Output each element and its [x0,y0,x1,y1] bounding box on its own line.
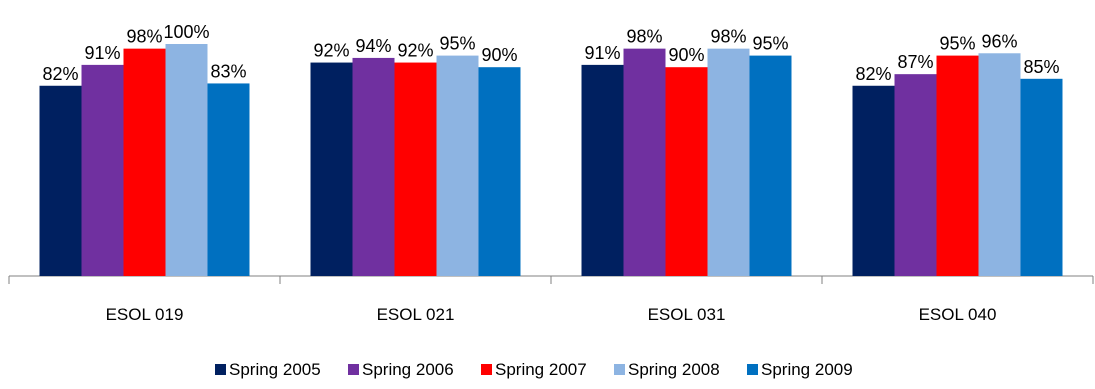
category-label: ESOL 040 [919,305,997,324]
legend-label: Spring 2007 [495,360,587,379]
legend-swatch [614,364,625,375]
legend-label: Spring 2008 [628,360,720,379]
legend: Spring 2005 Spring 2006 Spring 2007 Spring … [215,360,853,379]
bar-spring-2008 [165,44,208,276]
bar-spring-2007 [394,62,437,277]
bar-spring-2007 [936,55,979,276]
bar-spring-2006 [623,48,666,276]
data-label: 98% [626,27,662,47]
category-labels-group: ESOL 019 ESOL 021 ESOL 031 ESOL 040 [106,305,997,324]
data-label: 87% [897,52,933,72]
bar-spring-2008 [707,48,750,276]
bar-spring-2005 [581,64,624,276]
data-label: 91% [584,43,620,63]
data-label: 92% [313,41,349,61]
bar-spring-2006 [81,64,124,276]
data-label: 92% [397,41,433,61]
bar-spring-2006 [894,74,937,276]
bars-group [39,44,1063,277]
data-label: 100% [163,22,209,42]
bar-spring-2006 [352,57,395,276]
bar-spring-2005 [39,85,82,276]
data-label: 85% [1023,57,1059,77]
bar-spring-2009 [207,83,250,276]
bar-spring-2007 [665,67,708,276]
legend-swatch [747,364,758,375]
x-axis-ticks [8,276,1094,284]
bar-spring-2005 [310,62,353,277]
data-label: 96% [981,31,1017,51]
data-label: 91% [84,43,120,63]
data-label: 82% [855,64,891,84]
legend-swatch [348,364,359,375]
data-label: 83% [210,61,246,81]
data-label: 90% [668,45,704,65]
data-label: 95% [939,34,975,54]
bar-spring-2009 [478,67,521,276]
legend-swatch [481,364,492,375]
data-label: 90% [481,45,517,65]
data-label: 82% [42,64,78,84]
category-label: ESOL 021 [377,305,455,324]
data-label: 98% [126,27,162,47]
bar-spring-2008 [436,55,479,276]
data-label: 95% [752,34,788,54]
data-label: 94% [355,36,391,56]
category-label: ESOL 019 [106,305,184,324]
data-label: 95% [439,34,475,54]
legend-label: Spring 2009 [761,360,853,379]
bar-spring-2008 [978,53,1021,276]
bar-spring-2005 [852,85,895,276]
legend-label: Spring 2005 [229,360,321,379]
data-labels-group: 82%91%98% 100%83%92% 94% 92% 95%90% 91%98%90%… [42,22,1059,84]
data-label: 98% [710,27,746,47]
bar-spring-2009 [749,55,792,276]
legend-label: Spring 2006 [362,360,454,379]
bar-spring-2009 [1020,78,1063,276]
legend-swatch [215,364,226,375]
bar-spring-2007 [123,48,166,276]
category-label: ESOL 031 [648,305,726,324]
